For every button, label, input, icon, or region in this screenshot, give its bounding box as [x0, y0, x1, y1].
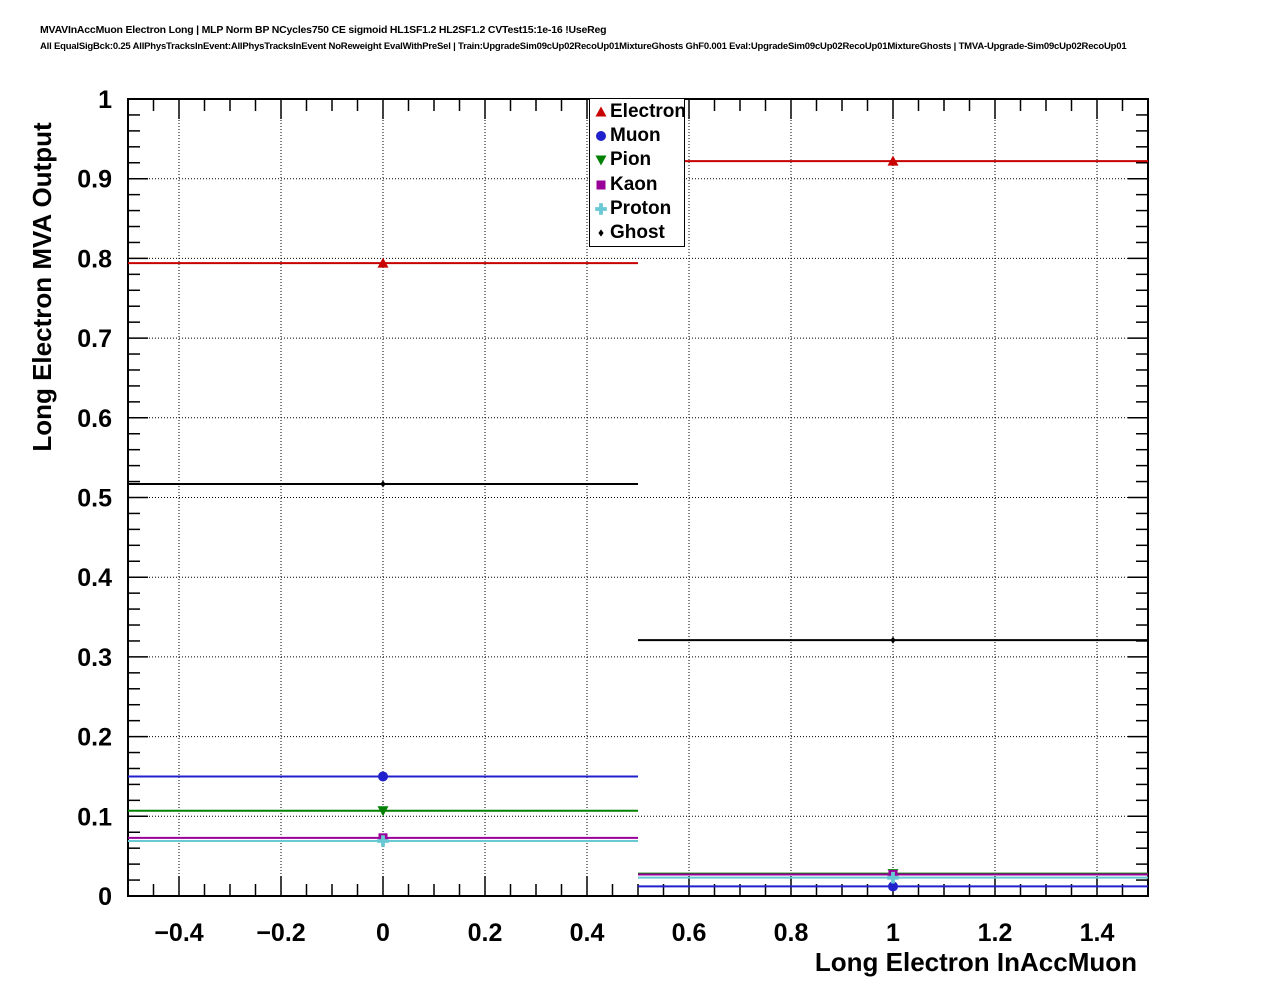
series-proton	[128, 835, 1148, 884]
legend-box: Electron Muon Pion Kaon Proton Ghost	[589, 98, 687, 247]
x-tick-label: 1	[886, 919, 900, 947]
legend-entry-proton: Proton	[593, 197, 684, 220]
x-tick-label: 0.6	[672, 919, 707, 947]
legend-label: Kaon	[610, 173, 658, 195]
y-tick-label: 0.2	[77, 724, 112, 752]
legend-label: Electron	[610, 101, 687, 123]
series-pion	[128, 806, 1148, 880]
legend-entry-muon: Muon	[593, 125, 684, 148]
y-tick-label: 0.9	[77, 166, 112, 194]
y-tick-label: 0.6	[77, 405, 112, 433]
y-tick-label: 0.4	[77, 564, 112, 592]
triangle-up-marker-icon	[595, 106, 607, 117]
x-tick-label: 0	[376, 919, 390, 947]
series-ghost	[128, 480, 1148, 644]
y-tick-label: 0.7	[77, 325, 112, 353]
x-tick-label: 0.8	[774, 919, 809, 947]
y-tick-labels: 0 0.1 0.2 0.3 0.4 0.5 0.6 0.7 0.8 0.9 1	[77, 86, 112, 911]
gridlines	[128, 99, 1148, 896]
square-marker-icon	[596, 180, 606, 190]
series-electron	[128, 155, 1148, 268]
y-tick-label: 0	[98, 883, 112, 911]
plot-title-line-2: All EqualSigBck:0.25 AllPhysTracksInEven…	[40, 41, 1127, 52]
y-tick-label: 1	[98, 86, 112, 114]
y-tick-label: 0.3	[77, 644, 112, 672]
y-tick-label: 0.1	[77, 803, 112, 831]
legend-entry-pion: Pion	[593, 149, 684, 172]
y-axis-title: Long Electron MVA Output	[27, 122, 57, 452]
x-tick-label: −0.4	[154, 919, 203, 947]
triangle-down-marker-icon	[595, 155, 607, 166]
x-tick-labels: −0.4 −0.2 0 0.2 0.4 0.6 0.8 1 1.2 1.4	[154, 919, 1114, 947]
circle-marker-icon	[596, 131, 606, 142]
x-axis-title: Long Electron InAccMuon	[814, 947, 1137, 977]
plot-title-line-1: MVAVInAccMuon Electron Long | MLP Norm B…	[40, 24, 607, 36]
axis-ticks	[128, 99, 1148, 896]
x-tick-label: 0.4	[570, 919, 605, 947]
cross-marker-icon	[595, 202, 607, 215]
legend-label: Ghost	[610, 221, 665, 243]
x-tick-label: 1.2	[978, 919, 1013, 947]
x-tick-label: −0.2	[256, 919, 305, 947]
x-tick-label: 0.2	[468, 919, 503, 947]
legend-label: Muon	[610, 125, 661, 147]
x-tick-label: 1.4	[1080, 919, 1115, 947]
series-muon	[128, 771, 1148, 892]
legend-entry-kaon: Kaon	[593, 173, 684, 196]
legend-label: Pion	[610, 149, 652, 171]
diamond-marker-icon	[598, 229, 604, 237]
legend-entry-electron: Electron	[593, 101, 687, 124]
y-tick-label: 0.5	[77, 485, 112, 513]
legend-entry-ghost: Ghost	[593, 221, 684, 244]
y-tick-label: 0.8	[77, 245, 112, 273]
legend-label: Proton	[610, 197, 672, 219]
